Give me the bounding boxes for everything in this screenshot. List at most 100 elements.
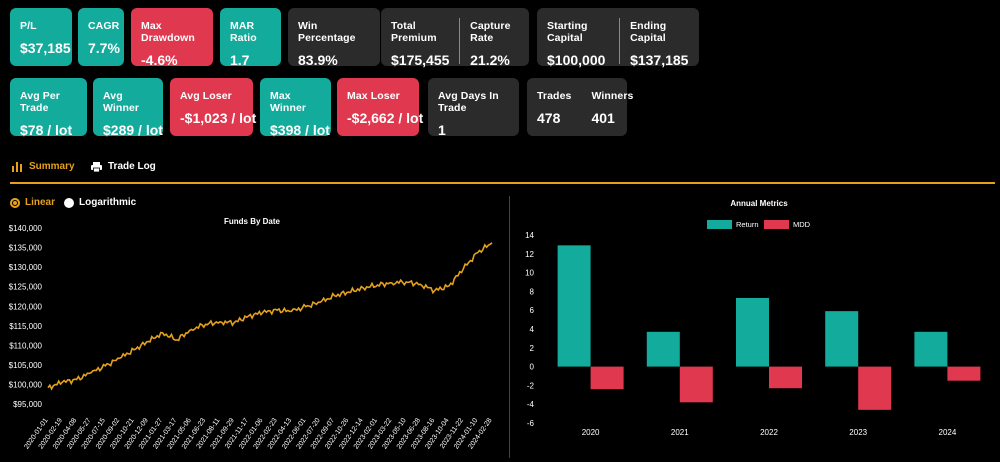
metric-label: Avg Winner: [103, 90, 140, 114]
y-tick-label: $120,000: [9, 302, 43, 311]
metric-value: 21.2%: [470, 52, 510, 68]
metric-left: Total Premium $175,455: [391, 20, 450, 68]
mdd-bar: [947, 366, 981, 381]
metric-card: Avg Winner $289 / lot: [93, 78, 163, 138]
metric-value: $137,185: [630, 52, 689, 68]
x-tick-label: 2024: [939, 428, 957, 437]
y-tick-label: 14: [525, 231, 534, 240]
mdd-bar: [590, 366, 624, 390]
metric-value: $398 / lot: [270, 122, 330, 138]
metric-label: Starting Capital: [547, 20, 588, 44]
metric-label: Avg Per Trade: [20, 90, 60, 114]
y-tick-label: $130,000: [9, 263, 43, 272]
tab-summary-label: Summary: [29, 161, 75, 172]
funds-by-date-chart: Funds By Date $95,000 $100,000 $105,000 $110…: [9, 217, 494, 450]
chart-title: Annual Metrics: [730, 199, 788, 208]
scale-option-logarithmic-label: Logarithmic: [79, 197, 137, 208]
chart-divider: [509, 196, 510, 458]
x-tick-label: 2020: [582, 428, 600, 437]
metric-label: Trades: [537, 90, 572, 102]
y-tick-label: 2: [530, 344, 535, 353]
y-tick-label: $115,000: [9, 322, 42, 331]
metric-label: Max Winner: [270, 90, 307, 114]
metric-card: Max Drawdown -4.6%: [131, 8, 213, 68]
y-tick-label: $110,000: [9, 341, 42, 350]
y-tick-label: $105,000: [9, 361, 43, 370]
y-tick-label: -6: [527, 419, 535, 428]
x-tick-label: 2023: [849, 428, 867, 437]
metric-split-card: Total Premium $175,455 Capture Rate 21.2%: [381, 8, 529, 68]
metric-split-card: Trades 478 Winners 401: [527, 78, 633, 136]
y-tick-label: 0: [530, 363, 535, 372]
x-tick-label: 2021: [671, 428, 689, 437]
metric-card: MAR Ratio 1.7: [220, 8, 281, 68]
metric-label: Win Percentage: [298, 20, 356, 44]
metric-right: Winners 401: [591, 90, 633, 136]
return-bar: [736, 297, 769, 367]
metric-left: Trades 478: [537, 90, 571, 136]
radio-selected-icon: [10, 197, 20, 208]
scale-option-logarithmic[interactable]: Logarithmic: [64, 197, 136, 208]
metric-value: -$2,662 / lot: [347, 110, 424, 126]
metric-card: Avg Days In Trade 1: [428, 78, 519, 138]
metric-label: CAGR: [88, 20, 120, 32]
metric-value: 83.9%: [298, 52, 338, 68]
metric-card: Avg Loser -$1,023 / lot: [170, 78, 257, 136]
metric-value: 478: [537, 110, 561, 126]
metric-value: $175,455: [391, 52, 450, 68]
y-tick-label: $135,000: [9, 244, 43, 253]
metric-value: -4.6%: [141, 52, 178, 68]
metric-card: Max Loser -$2,662 / lot: [337, 78, 424, 136]
metric-label: MAR Ratio: [230, 20, 257, 44]
metric-label: Total Premium: [391, 20, 437, 44]
y-tick-label: 8: [530, 287, 535, 296]
metric-value: $289 / lot: [103, 122, 163, 138]
metric-right: Ending Capital $137,185: [630, 20, 689, 68]
return-bar: [646, 331, 680, 367]
radio-unselected-icon: [64, 197, 74, 208]
metric-label: Ending Capital: [630, 20, 667, 44]
tab-trade-log[interactable]: Trade Log: [91, 161, 156, 172]
metric-card: Max Winner $398 / lot: [260, 78, 331, 138]
metric-label: Max Drawdown: [141, 20, 195, 44]
metric-label: Capture Rate: [470, 20, 511, 44]
card-divider: [619, 18, 621, 64]
legend-label: MDD: [793, 220, 811, 229]
return-bar: [825, 311, 859, 367]
tab-active-indicator: [10, 182, 995, 184]
metric-label: Max Loser: [347, 90, 400, 102]
funds-line: [47, 242, 493, 391]
metric-value: 7.7%: [88, 40, 120, 56]
tab-trade-log-label: Trade Log: [108, 161, 156, 172]
annual-metrics-chart: Annual Metrics Return MDD -6 -4 -2 0 2 4 6 8 10 12 14…: [525, 199, 981, 437]
metric-right: Capture Rate 21.2%: [470, 20, 519, 68]
metric-label: P/L: [20, 20, 37, 32]
y-tick-label: $100,000: [9, 381, 43, 390]
mdd-bar: [858, 366, 892, 410]
y-tick-label: 4: [530, 325, 535, 334]
scale-option-linear-label: Linear: [25, 197, 56, 208]
mdd-bar: [769, 366, 802, 389]
y-tick-label: 6: [530, 306, 535, 315]
metric-value: -$1,023 / lot: [180, 110, 257, 126]
y-tick-label: $95,000: [13, 400, 42, 409]
metric-card: Avg Per Trade $78 / lot: [10, 78, 87, 138]
legend-swatch: [707, 220, 732, 229]
metric-value: $78 / lot: [20, 122, 73, 138]
mdd-bar: [679, 366, 713, 403]
y-tick-label: -2: [527, 381, 535, 390]
metric-card: CAGR 7.7%: [78, 8, 124, 66]
scale-option-linear[interactable]: Linear: [10, 197, 55, 208]
printer-icon: [91, 161, 102, 172]
x-tick-label: 2022: [760, 428, 778, 437]
tab-summary[interactable]: Summary: [12, 161, 75, 172]
return-bar: [914, 331, 948, 367]
bar-chart-icon: [12, 161, 22, 172]
y-tick-label: 12: [525, 250, 534, 259]
y-tick-label: 10: [525, 269, 534, 278]
metric-card: P/L $37,185: [10, 8, 72, 66]
metric-label: Winners: [591, 90, 634, 102]
y-tick-label: $140,000: [9, 224, 43, 233]
tab-bar: Summary Trade Log: [0, 152, 1000, 186]
legend-label: Return: [736, 220, 759, 229]
